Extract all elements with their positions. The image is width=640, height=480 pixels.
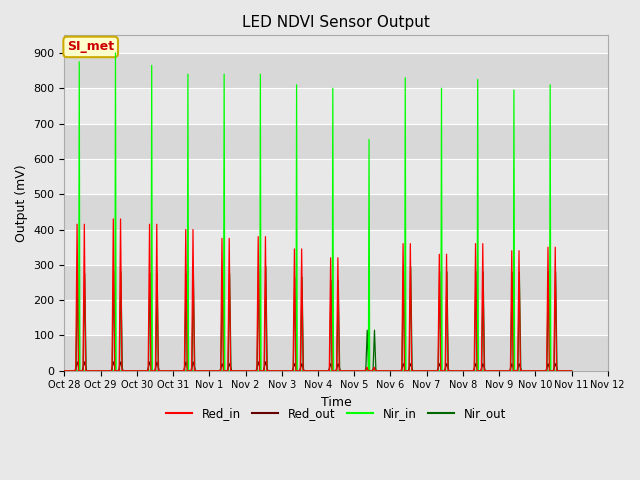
Nir_in — [76, 368, 84, 373]
Title: LED NDVI Sensor Output: LED NDVI Sensor Output — [242, 15, 430, 30]
Nir_in — [61, 368, 68, 373]
Red_in — [109, 216, 117, 222]
Nir_out — [568, 368, 575, 373]
Nir_out — [61, 368, 68, 373]
Nir_in — [111, 50, 119, 56]
Bar — [65, 159, 608, 194]
Red_out — [221, 368, 228, 373]
Nir_out — [326, 368, 333, 373]
Red_in — [220, 368, 227, 373]
Bar — [65, 336, 608, 371]
Nir_out — [470, 368, 478, 373]
Nir_out — [255, 264, 262, 269]
Nir_in — [568, 368, 575, 373]
Red_in — [191, 368, 198, 373]
Red_out — [61, 368, 68, 373]
Red_in — [470, 368, 478, 373]
Bar — [65, 229, 608, 265]
Red_out — [74, 359, 81, 365]
Red_in — [568, 368, 575, 373]
Text: SI_met: SI_met — [67, 40, 115, 53]
Line: Red_in: Red_in — [65, 219, 572, 371]
Nir_in — [402, 368, 410, 373]
Line: Nir_out: Nir_out — [65, 266, 572, 371]
Nir_in — [292, 368, 300, 373]
Bar — [65, 300, 608, 336]
Red_out — [191, 368, 199, 373]
Nir_out — [218, 271, 226, 276]
Line: Nir_in: Nir_in — [65, 53, 572, 371]
X-axis label: Time: Time — [321, 396, 351, 409]
Nir_out — [333, 368, 340, 373]
Nir_out — [189, 271, 197, 276]
Red_in — [61, 368, 68, 373]
Red_out — [568, 368, 575, 373]
Red_out — [332, 368, 340, 373]
Bar — [65, 194, 608, 229]
Red_out — [470, 368, 477, 373]
Y-axis label: Output (mV): Output (mV) — [15, 164, 28, 242]
Bar — [65, 124, 608, 159]
Red_in — [333, 368, 340, 373]
Nir_in — [423, 368, 431, 373]
Red_out — [324, 368, 332, 373]
Line: Red_out: Red_out — [65, 362, 572, 371]
Red_in — [326, 368, 333, 373]
Nir_out — [182, 271, 190, 276]
Bar — [65, 88, 608, 124]
Red_in — [183, 368, 191, 373]
Bar — [65, 265, 608, 300]
Legend: Red_in, Red_out, Nir_in, Nir_out: Red_in, Red_out, Nir_in, Nir_out — [161, 403, 511, 425]
Red_out — [184, 368, 192, 373]
Nir_in — [76, 59, 83, 65]
Nir_in — [205, 368, 213, 373]
Bar — [65, 53, 608, 88]
